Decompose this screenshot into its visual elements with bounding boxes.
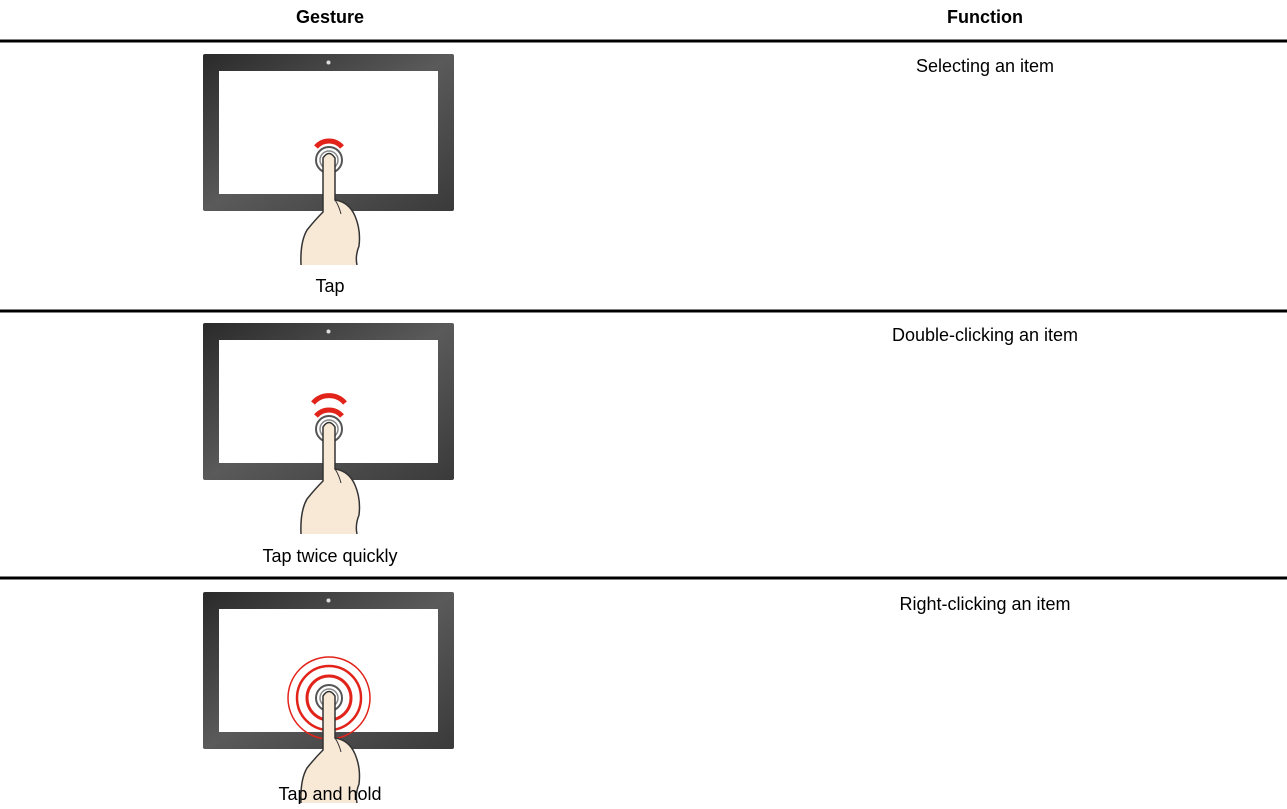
double-tap-illustration [203,323,454,535]
function-label: Double-clicking an item [892,325,1078,345]
tap-illustration [203,54,454,266]
function-label: Selecting an item [916,56,1054,76]
gesture-label: Tap [315,276,344,296]
function-label: Right-clicking an item [899,594,1070,614]
gesture-label: Tap and hold [278,784,381,804]
header-gesture: Gesture [296,7,364,27]
gesture-label: Tap twice quickly [262,546,397,566]
tap-hold-illustration [203,592,454,804]
header-function: Function [947,7,1023,27]
